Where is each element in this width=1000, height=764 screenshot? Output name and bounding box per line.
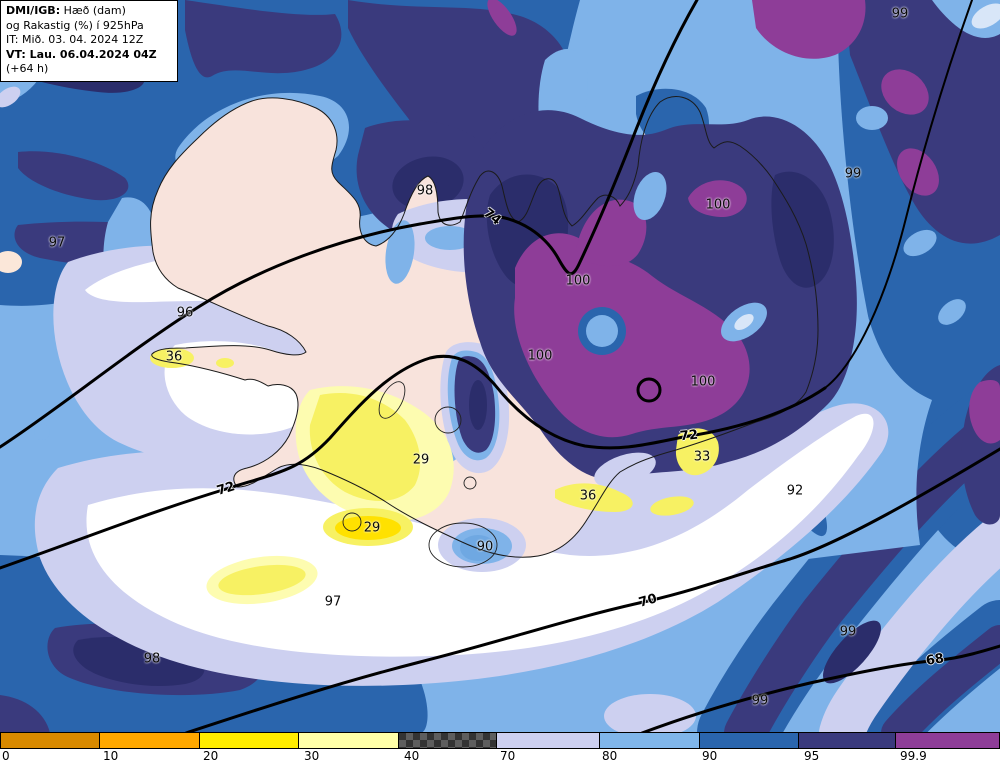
legend-line-4: VT: Lau. 06.04.2024 04Z (+64 h) bbox=[6, 47, 157, 76]
colorbar-tick: 99.9 bbox=[900, 749, 927, 763]
colorbar-tick: 80 bbox=[602, 749, 618, 763]
colorbar-tick: 30 bbox=[304, 749, 320, 763]
colorbar-tick: 70 bbox=[500, 749, 516, 763]
humidity-colorbar bbox=[0, 732, 1000, 749]
contour-line-72-tail bbox=[824, 0, 973, 389]
legend-line-1: DMI/IGB: Hæð (dam) bbox=[6, 4, 126, 17]
colorbar-segment bbox=[799, 733, 897, 748]
colorbar-tick: 10 bbox=[103, 749, 119, 763]
colorbar-tick: 0 bbox=[2, 749, 10, 763]
colorbar-segment bbox=[199, 733, 300, 748]
contour-line-68 bbox=[640, 644, 1000, 733]
colorbar-segment bbox=[99, 733, 200, 748]
colorbar-segment-checker bbox=[399, 733, 497, 748]
legend-line-3: IT: Mið. 03. 04. 2024 12Z bbox=[6, 33, 144, 46]
colorbar-segment bbox=[699, 733, 800, 748]
colorbar-tick: 40 bbox=[404, 749, 420, 763]
map-canvas: 97 96 36 98 100 100 100 100 99 99 92 33 36 29 29 90 97 98… bbox=[0, 0, 1000, 733]
iceland-coastline bbox=[150, 96, 819, 568]
height-contours bbox=[0, 0, 1000, 733]
legend-line-2: og Rakastig (%) í 925hPa bbox=[6, 18, 144, 32]
colorbar-segment bbox=[896, 733, 999, 748]
colorbar-segment bbox=[299, 733, 400, 748]
contour-line-74 bbox=[0, 0, 699, 449]
contour-closed-circle bbox=[636, 377, 662, 403]
colorbar-tick: 90 bbox=[702, 749, 718, 763]
glacier-outline bbox=[342, 512, 362, 532]
contour-line-70 bbox=[184, 447, 1000, 733]
glacier-outline bbox=[434, 406, 462, 434]
glacier-outline bbox=[428, 522, 498, 568]
contour-line-72 bbox=[0, 354, 827, 570]
colorbar-tick: 20 bbox=[203, 749, 219, 763]
bottom-right-bands bbox=[697, 380, 1000, 733]
legend-box: DMI/IGB: Hæð (dam) og Rakastig (%) í 925h… bbox=[0, 0, 178, 82]
weather-map-svg bbox=[0, 0, 1000, 733]
colorbar-tick-labels: 0 10 20 30 40 70 80 90 95 99.9 bbox=[0, 749, 1000, 764]
colorbar-tick: 95 bbox=[804, 749, 820, 763]
colorbar-segment bbox=[1, 733, 100, 748]
colorbar-segment bbox=[599, 733, 700, 748]
glacier-outline bbox=[463, 476, 477, 490]
glacier-outline bbox=[378, 381, 406, 419]
south-coast-patches bbox=[438, 428, 719, 572]
colorbar-segment bbox=[496, 733, 600, 748]
